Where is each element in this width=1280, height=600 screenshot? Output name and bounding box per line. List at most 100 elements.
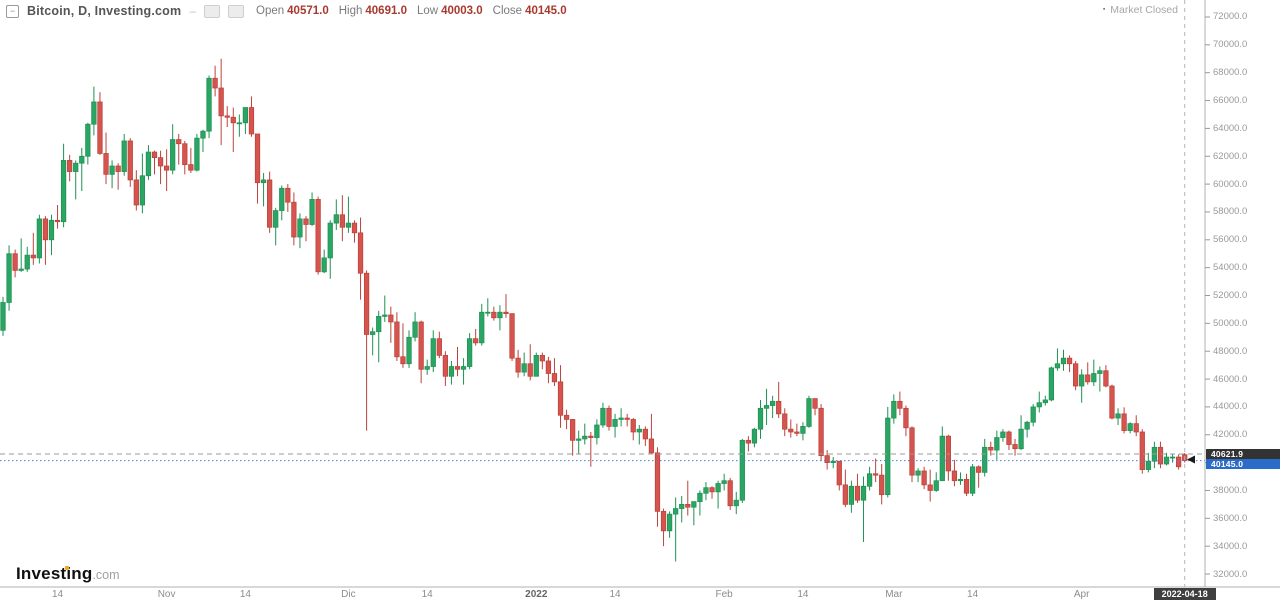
candle-body xyxy=(139,175,146,206)
candle-body xyxy=(18,268,24,271)
candle-body xyxy=(394,321,400,358)
candle-body xyxy=(915,470,921,476)
candle-body xyxy=(933,480,939,491)
candle-body xyxy=(800,426,806,434)
candle-body xyxy=(436,338,442,356)
candle-body xyxy=(145,151,152,177)
candle-body xyxy=(1115,413,1121,419)
candle-body xyxy=(788,428,794,433)
chart-legend: − Bitcoin, D, Investing.com – Open 40571… xyxy=(6,4,567,18)
candle-body xyxy=(685,504,691,508)
x-axis-tick-label: 14 xyxy=(51,589,64,600)
candle-body xyxy=(715,483,721,493)
candle-body xyxy=(279,187,285,211)
x-axis-tick-label: 14 xyxy=(967,589,979,600)
market-status: ▪ Market Closed xyxy=(1103,4,1178,16)
candle-body xyxy=(418,321,424,370)
candle-body xyxy=(988,446,994,451)
symbol-title[interactable]: Bitcoin, D, Investing.com xyxy=(27,4,182,18)
candle-body xyxy=(570,419,576,441)
candle-body xyxy=(73,162,79,172)
candle-body xyxy=(866,473,873,487)
y-axis-tick-label: 58000.0 xyxy=(1213,206,1248,218)
candle-body xyxy=(873,473,879,476)
y-axis-tick-label: 54000.0 xyxy=(1213,262,1248,274)
candle-body xyxy=(1139,431,1145,470)
candle-body xyxy=(345,222,352,228)
y-axis-tick-label: 56000.0 xyxy=(1213,234,1248,246)
candle-body xyxy=(212,77,218,89)
y-axis-tick-label: 66000.0 xyxy=(1213,95,1248,107)
candle-body xyxy=(509,313,515,359)
candle-body xyxy=(224,115,230,118)
candle-body xyxy=(860,485,867,501)
candle-body xyxy=(218,87,224,117)
x-axis-tick-label: 2022 xyxy=(525,589,548,600)
ohlc-close: Close 40145.0 xyxy=(493,5,567,17)
candle-body xyxy=(206,77,212,132)
candle-body xyxy=(994,437,1000,451)
candle-body xyxy=(1176,456,1182,468)
candle-body xyxy=(267,179,273,228)
candle-body xyxy=(466,338,473,367)
candle-body xyxy=(491,311,497,319)
candle-body xyxy=(576,438,582,441)
collapse-legend-icon[interactable]: − xyxy=(6,4,19,18)
candle-body xyxy=(630,419,636,433)
candle-body xyxy=(6,253,12,303)
investing-logo-suffix: .com xyxy=(92,568,120,582)
candle-body xyxy=(60,160,67,223)
candle-body xyxy=(54,219,61,223)
candle-body xyxy=(1091,373,1097,383)
candle-body xyxy=(315,199,321,273)
high-label: High xyxy=(338,5,363,17)
candle-body xyxy=(879,474,885,496)
candle-body xyxy=(842,484,848,505)
candle-body xyxy=(91,101,97,125)
candle-body xyxy=(97,101,103,154)
compare-icon[interactable] xyxy=(204,4,221,18)
candle-body xyxy=(503,311,509,314)
candle-body xyxy=(745,439,752,444)
candle-body xyxy=(36,218,42,259)
candle-body xyxy=(42,218,49,241)
logo-orange-dot xyxy=(65,566,69,570)
candle-body xyxy=(600,407,606,426)
candle-body xyxy=(0,302,6,331)
candle-body xyxy=(703,487,709,494)
candle-body xyxy=(927,484,933,491)
candle-body xyxy=(473,338,479,344)
candle-body xyxy=(309,199,315,225)
candle-body xyxy=(333,214,339,224)
candle-body xyxy=(812,398,818,409)
ohlc-open: Open 40571.0 xyxy=(256,5,329,17)
candle-body xyxy=(794,431,800,434)
candle-body xyxy=(818,407,824,457)
price-label-last: 40145.0 xyxy=(1206,458,1280,469)
candle-body xyxy=(1103,370,1109,387)
legend-separator: – xyxy=(189,4,197,18)
investing-logo[interactable]: Investing.com xyxy=(16,564,120,584)
candle-body xyxy=(624,417,630,420)
candle-body xyxy=(660,510,667,532)
settings-icon[interactable] xyxy=(228,4,245,18)
candle-body xyxy=(194,137,200,171)
candle-body xyxy=(1085,374,1091,383)
candle-body xyxy=(1036,402,1042,408)
candle-body xyxy=(188,164,194,171)
candle-body xyxy=(176,139,182,145)
candle-body xyxy=(836,460,842,486)
candle-body xyxy=(273,210,279,228)
candle-body xyxy=(739,439,745,501)
candle-body xyxy=(521,363,527,373)
candle-body xyxy=(303,218,309,225)
candle-body xyxy=(733,499,739,507)
y-axis-tick-label: 36000.0 xyxy=(1213,512,1248,524)
candle-body xyxy=(533,355,539,377)
candle-body xyxy=(448,366,455,377)
y-axis-tick-label: 64000.0 xyxy=(1213,122,1248,134)
candle-body xyxy=(557,381,564,416)
candle-body xyxy=(727,480,733,507)
time-scale[interactable]: 14 Nov 14 Dic 14 2022 14 Feb 14 Mar 14 Apr xyxy=(0,588,1280,600)
